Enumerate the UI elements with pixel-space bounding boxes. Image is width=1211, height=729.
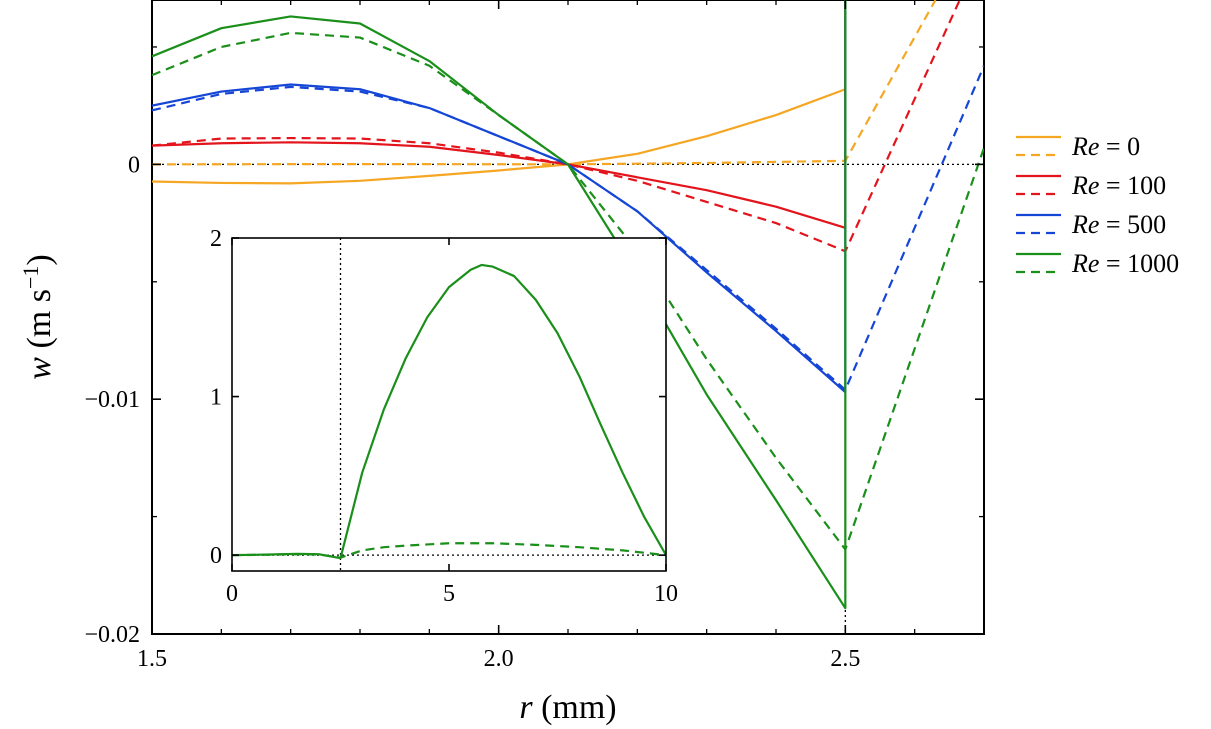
inset-x-tick-labels: 0 5 10 bbox=[226, 581, 678, 607]
inset-y-tick-label: 0 bbox=[210, 543, 222, 569]
y-axis-title: w (m s−1) bbox=[18, 254, 58, 379]
legend-label-variable: Re bbox=[1071, 132, 1099, 161]
main-x-tick-label: 2.0 bbox=[484, 646, 514, 672]
main-y-tick-labels: −0.02 −0.01 0 bbox=[84, 152, 140, 648]
main-y-tick-label: 0 bbox=[128, 152, 140, 178]
y-axis-variable: w bbox=[21, 357, 58, 380]
legend-item-re-1: Re = 100 bbox=[1016, 171, 1166, 200]
main-x-tick-label: 2.5 bbox=[830, 646, 860, 672]
main-series-re-0-dashed bbox=[152, 0, 937, 166]
legend-label-value: = 100 bbox=[1099, 171, 1166, 200]
inset-y-tick-labels: 0 1 2 bbox=[210, 226, 222, 569]
legend-label-value: = 500 bbox=[1099, 210, 1166, 239]
inset-background bbox=[232, 238, 666, 571]
inset-y-tick-label: 1 bbox=[210, 385, 222, 411]
legend-item-re-3: Re = 1000 bbox=[1016, 249, 1179, 278]
legend-label-value: = 0 bbox=[1099, 132, 1140, 161]
y-axis-unit-superscript: −1 bbox=[18, 266, 43, 289]
main-series-re-1000-solid bbox=[152, 0, 847, 610]
main-x-tick-labels: 1.5 2.0 2.5 bbox=[137, 646, 860, 672]
inset-series-group bbox=[232, 263, 666, 560]
legend-label-value: = 1000 bbox=[1099, 249, 1179, 278]
main-ticks bbox=[151, 0, 984, 635]
legend-label: Re = 500 bbox=[1071, 210, 1166, 239]
inset-plot: 0 5 10 0 1 2 bbox=[210, 226, 678, 607]
x-axis-title: r (mm) bbox=[519, 689, 616, 726]
y-axis-unit-suffix: ) bbox=[21, 254, 58, 265]
inset-ticks bbox=[231, 237, 667, 571]
main-series-re-500-dashed bbox=[152, 65, 984, 391]
legend-item-re-2: Re = 500 bbox=[1016, 210, 1166, 239]
main-x-tick-label: 1.5 bbox=[137, 646, 167, 672]
x-axis-unit: (mm) bbox=[533, 689, 617, 726]
inset-x-tick-label: 0 bbox=[226, 581, 238, 607]
main-y-tick-label: −0.02 bbox=[84, 622, 140, 648]
legend-label: Re = 100 bbox=[1071, 171, 1166, 200]
main-series-re-0-solid bbox=[152, 0, 847, 185]
legend-label-variable: Re bbox=[1071, 210, 1099, 239]
legend-label: Re = 1000 bbox=[1071, 249, 1179, 278]
inset-series-re-1000-dashed bbox=[232, 542, 666, 559]
y-axis-unit-prefix: (m s bbox=[21, 289, 58, 357]
inset-x-tick-label: 10 bbox=[654, 581, 678, 607]
inset-x-tick-label: 5 bbox=[443, 581, 455, 607]
inset-reference-lines bbox=[232, 238, 666, 571]
inset-y-tick-label: 2 bbox=[210, 226, 222, 252]
main-y-tick-label: −0.01 bbox=[84, 387, 140, 413]
legend-label-variable: Re bbox=[1071, 249, 1099, 278]
main-plot: 1.5 2.0 2.5 −0.02 −0.01 0 r (mm) w (m s−1) bbox=[18, 0, 985, 726]
x-axis-variable: r bbox=[519, 689, 533, 726]
main-series-re-100-dashed bbox=[152, 0, 961, 253]
legend-item-re-0: Re = 0 bbox=[1016, 132, 1140, 161]
legend-label-variable: Re bbox=[1071, 171, 1099, 200]
main-series-re-100-solid bbox=[152, 0, 847, 229]
main-series-group bbox=[152, 0, 984, 610]
legend-label: Re = 0 bbox=[1071, 132, 1140, 161]
